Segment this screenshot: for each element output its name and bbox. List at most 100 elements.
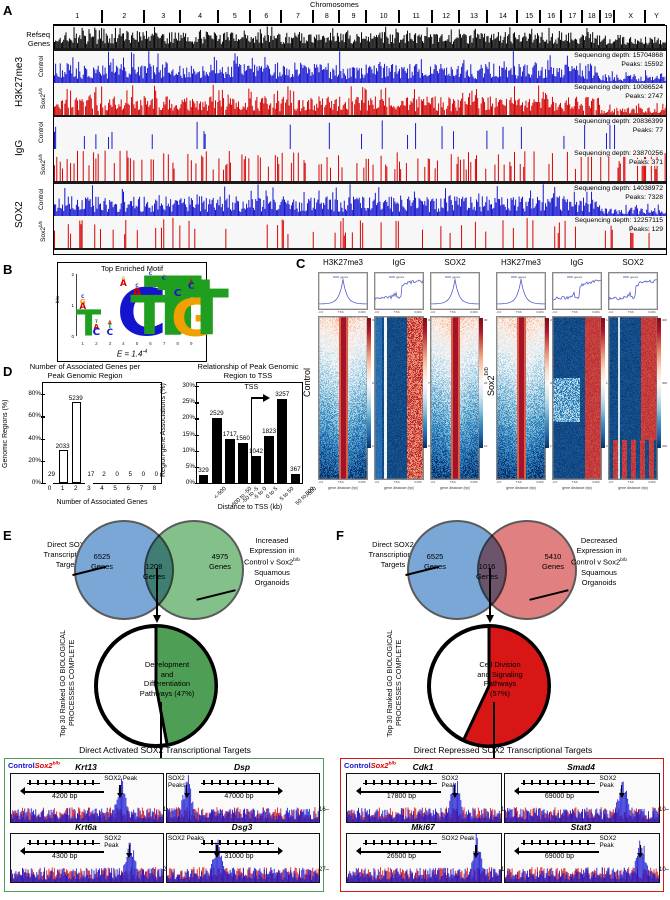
chromosome-label-19: 19 [598,10,616,23]
chromosome-label-1: 1 [75,13,80,20]
heatmap-profile-plot [430,272,480,310]
heatmap-colorbar [601,318,605,448]
chart-right-plot: 0% 5% 10% 15% 20% 25% 30% 329 <-500 2529 -500 to -… [182,382,318,509]
panel-e-track-legend: ControlSox2b/b [8,761,60,770]
heatmap-xtick: 3.0Kb [648,310,656,314]
heatmap-column-sox2-control: SOX2 -3.0 TSS 3.0Kb 30 20 10 gene distance (bp)… [430,258,487,490]
chart-left-xtick: 5 [113,485,117,492]
sequencing-depth-label: Sequencing depth: 10086524 [573,83,664,91]
panel-e-peak-label-line: SOX2 [104,835,122,842]
chart-right-ytick-mark [195,466,199,469]
logo-xtick-4: 4 [122,341,125,346]
panel-f-venn-right-count-unit: Genes [541,561,565,571]
heatmap-matrix [430,316,480,480]
heatmap-xtick: 3.0Kb [592,310,600,314]
chart-right-bar-3 [238,442,248,483]
panel-e-sox2-peak-label-Krt13: SOX2 Peak [104,775,137,782]
chart-left-ytick: 0% [31,479,41,486]
panel-f-legend-control: Control [344,761,371,770]
row-condition-sox2-igg: Sox2b/b [38,153,48,175]
heatmap-xtick: -3.0 [496,310,502,314]
panel-e-sox2-peak-label-Dsg3: SOX2 Peaks [168,835,204,842]
chart-right-ytick-mark [195,402,199,404]
panel-e-venn-left-count: 6525 Genes [76,552,128,571]
signal-track [54,50,666,83]
logo-xtick-1: 1 [81,341,85,346]
chart-left-xtick: 3 [87,485,91,492]
panel-d-letter: D [3,364,13,379]
heatmap-xaxis-label: gene distance (bp) [384,486,414,490]
panel-f-sox2-peak-label-Stat3: SOX2 Peak [599,835,616,850]
logo-base-A: A [120,279,127,290]
peaks-label: Peaks: 15592 [620,60,664,68]
logo-yaxis-label: bits [55,296,60,304]
logo-xtick-6: 6 [149,341,152,346]
panel-e-gene-exon-line [27,842,101,844]
heatmap-matrix-xticks: -3.0 TSS 3.0Kb [552,480,600,484]
panel-e-venn-center-count-count: 1208 [145,562,163,571]
chart-left-ytick-mark [41,460,45,462]
chart-left-xtick: 6 [126,485,130,492]
heatmap-profile-xticks: -3.0 TSS 3.0Kb [430,310,478,314]
panel-e-peak-label-line: SOX2 Peaks [168,835,205,842]
logo-xtick-9: 9 [189,341,193,346]
row-condition-sox2-h3k27me3: Sox2b/b [38,86,48,109]
chart-left-value-label: 17 [87,471,95,478]
refseq-genes-label: Refseq Genes [26,30,50,48]
chart-left-ylabel: Genomic Regions (%) [2,399,9,469]
panel-e-track-scale-Dsg3: 27– [319,867,330,873]
chart-left-ytick-mark [41,438,45,440]
chromosome-label-13: 13 [457,10,488,23]
panel-e-sox2-peak-label-Krt6a: SOX2 Peak [104,835,121,850]
panel-f-venn-left-count-count: 6525 [426,552,444,561]
panel-e-gene-exon-line [27,782,101,784]
track-separator [54,114,666,117]
chart-left-ytick-mark [41,416,45,418]
chart-left-ytick: 20% [28,456,41,464]
heatmap-profile-xticks: -3.0 TSS 3.0Kb [318,310,366,314]
logo-base-C: C [161,275,167,282]
panel-e-venn-to-pie-arrow [152,568,161,623]
heatmap-title: IgG [392,258,406,267]
panel-e-venn-left-count-unit: Genes [90,561,114,571]
heatmap-colorbar [479,318,483,448]
colorbar-tick: 400 [662,318,668,322]
logo-base-G: G [79,297,86,306]
panel-f-peak-pointer-head [618,793,625,798]
logo-xtick-8: 8 [176,341,179,346]
row-condition-control-h3k27me3: Control [38,54,45,77]
panel-f-peak-pointer-head [451,793,458,798]
track-separator [54,247,666,250]
chart-left-value-label: 5239 [68,394,83,402]
panel-f-pie-label-line: Cell Division [479,660,521,669]
heatmap-profile-plot [552,272,602,310]
chromosome-label-7: 7 [280,10,314,23]
panel-f-tracks-title: Direct Repressed SOX2 Transcriptional Ta… [413,745,593,755]
heatmap-xtick: 3.0Kb [536,310,544,314]
panel-f-gene-model-Mki67 [361,851,442,853]
heatmap-xtick: TSS [337,310,344,314]
logo-base-C: C [81,294,85,300]
heatmap-title: SOX2 [444,258,466,267]
heatmap-xaxis-label: gene distance (bp) [440,486,470,490]
heatmap-xtick: 3.0Kb [470,480,478,484]
genome-track-container: Sequencing depth: 15704868 Peaks: 15592 Se… [53,25,667,255]
panel-f-peak-label-line: Peak [599,842,614,850]
heatmap-profile-plot [496,272,546,310]
panel-e-venn-right-label: Increased Expression in Control v Sox2b/… [228,536,316,588]
chart-left-plot: 0% 20% 40% 60% 80% 29 0 2033 1 5239 2 17 3 2 4 0 5 5 6 0 7 0 8 [28,382,162,492]
panel-e-gene-model-Krt13 [25,791,105,793]
chart-right-xtick: <-500 [213,486,228,501]
chromosome-label-17: 17 [559,10,583,23]
panel-f-venn-right-count-count: 5410 [544,552,562,561]
panel-f-sox2-peak-label-Mki67: SOX2 Peak [441,835,474,842]
panel-e-track-scale-Dsp: 16– [319,807,330,813]
panel-f-peak-pointer-Stat3 [639,845,641,854]
chromosome-label-5: 5 [217,10,251,23]
panel-f-pie-svg [427,624,551,748]
panel-f-gene-track-Mki67 [346,833,502,883]
